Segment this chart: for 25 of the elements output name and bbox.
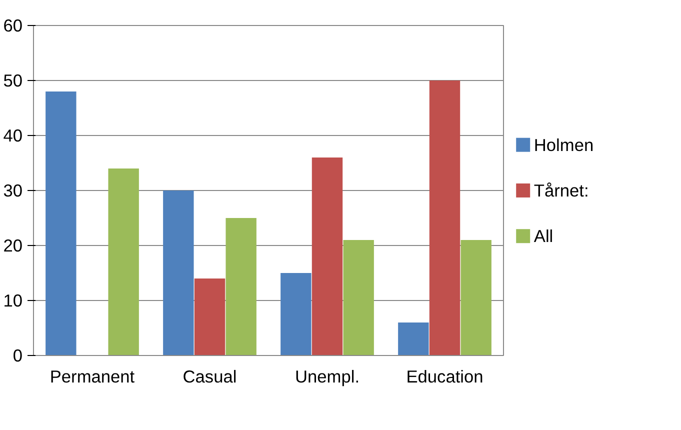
y-tick-label: 30 (3, 180, 23, 200)
x-tick-label: Unempl. (294, 366, 360, 386)
bar (460, 240, 492, 356)
y-tick-label: 20 (3, 236, 23, 256)
y-tick-label: 10 (3, 290, 23, 310)
legend-label: Tårnet: (534, 180, 589, 200)
x-tick-label: Education (406, 366, 484, 386)
bar (398, 322, 429, 356)
y-tick-label: 60 (3, 16, 23, 36)
legend-label: All (534, 226, 554, 246)
bar (343, 240, 374, 356)
y-tick-label: 40 (3, 126, 23, 146)
bar (429, 80, 460, 356)
legend-label: Holmen (534, 134, 594, 155)
bar (226, 218, 256, 356)
y-tick-label: 0 (12, 346, 23, 366)
y-tick-label: 50 (3, 70, 23, 90)
bar (163, 190, 194, 356)
bar (194, 278, 226, 356)
bar (280, 273, 312, 356)
bar (46, 92, 76, 356)
bar (312, 158, 343, 356)
x-tick-label: Permanent (50, 366, 135, 386)
bar (108, 168, 139, 356)
x-tick-label: Casual (182, 366, 237, 386)
